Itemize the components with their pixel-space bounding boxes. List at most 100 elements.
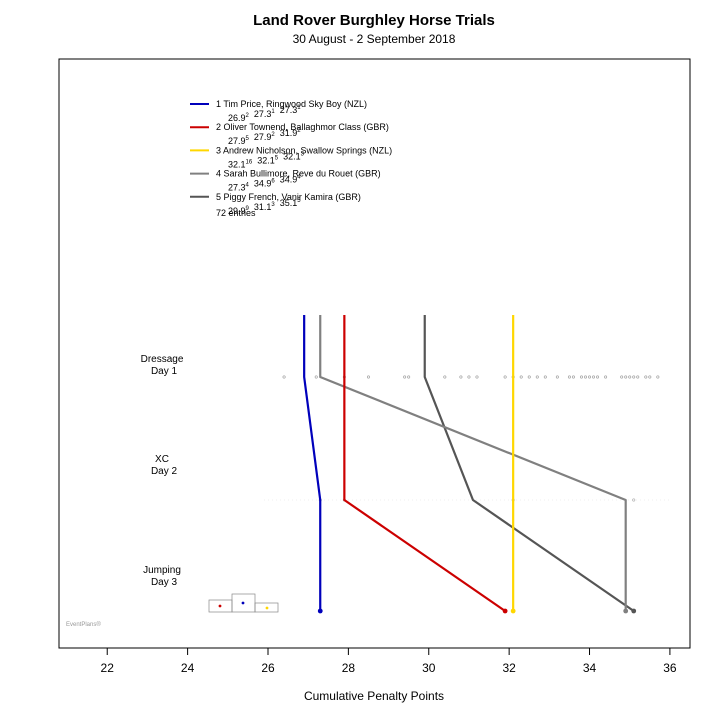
dressage-score-dot [567, 375, 571, 379]
legend-score-rank: 4 [246, 183, 250, 189]
final-score-point [502, 608, 508, 614]
legend-score-value: 34.9 [254, 179, 272, 189]
plot-frame [58, 58, 691, 649]
entries-count: 72 entries [216, 208, 256, 218]
phase-label: XC [155, 454, 169, 465]
legend-score-value: 27.3 [280, 105, 298, 115]
legend-score-rank: 3 [301, 151, 305, 157]
legend-entry-name: 1 Tim Price, Ringwood Sky Boy (NZL) [216, 99, 367, 109]
legend-entry-scores: 26.92 27.31 27.31 [228, 105, 301, 123]
dressage-score-dot [475, 375, 479, 379]
podium-second-dot [218, 604, 222, 608]
dressage-score-dot [596, 375, 600, 379]
series-line [343, 315, 506, 612]
legend-score-rank: 3 [271, 202, 275, 208]
dressage-score-dot [579, 375, 583, 379]
phase-day-label: Day 2 [151, 466, 178, 477]
dressage-score-dot [644, 375, 648, 379]
chart-title: Land Rover Burghley Horse Trials [253, 12, 495, 29]
x-tick-label: 22 [101, 661, 115, 675]
dressage-score-dot [467, 375, 471, 379]
dressage-score-dot [503, 375, 507, 379]
dressage-score-dot [588, 375, 592, 379]
legend-score-value: 32.1 [228, 159, 246, 169]
phase-label: Dressage [141, 354, 184, 365]
final-score-point [317, 608, 323, 614]
legend-score-value: 34.9 [280, 175, 298, 185]
dressage-score-dot [620, 375, 624, 379]
dressage-score-dot [459, 375, 463, 379]
phase-label: Jumping [143, 565, 181, 576]
dressage-score-dot [571, 375, 575, 379]
dressage-score-dot [628, 375, 632, 379]
dressage-score-dot [584, 375, 588, 379]
legend-score-rank: 5 [246, 136, 250, 142]
legend-score-rank: 1 [297, 105, 301, 111]
dressage-score-dot [592, 375, 596, 379]
dressage-score-dot [543, 375, 547, 379]
legend-score-value: 35.1 [280, 198, 298, 208]
legend-score-value: 27.9 [254, 132, 272, 142]
podium-first-dot [241, 601, 245, 605]
podium-third-block [254, 602, 279, 613]
final-score-point [631, 608, 637, 614]
x-tick-label: 28 [342, 661, 356, 675]
series-line [319, 315, 627, 611]
dressage-score-dot [282, 375, 286, 379]
chart-subtitle: 30 August - 2 September 2018 [293, 32, 456, 46]
dressage-score-dot [656, 375, 660, 379]
legend-entry-scores: 27.34 34.96 34.94 [228, 175, 301, 193]
legend-score-rank: 4 [297, 175, 301, 181]
x-tick-label: 32 [502, 661, 516, 675]
x-tick-label: 24 [181, 661, 195, 675]
dressage-score-dot [519, 375, 523, 379]
legend-score-rank: 2 [246, 113, 250, 119]
phase-day-label: Day 3 [151, 577, 178, 588]
field-score-dots [263, 375, 670, 502]
legend-score-rank: 2 [271, 132, 275, 138]
dressage-score-dot [366, 375, 370, 379]
dressage-score-dot [604, 375, 608, 379]
dressage-score-dot [403, 375, 407, 379]
legend-score-value: 31.9 [280, 128, 298, 138]
podium-icon [208, 593, 279, 613]
legend-score-value: 31.1 [254, 202, 272, 212]
x-axis-label: Cumulative Penalty Points [304, 689, 444, 703]
dressage-score-dot [555, 375, 559, 379]
x-axis: 22 24 26 28 30 32 34 36 [101, 648, 677, 675]
legend-score-value: 29.9 [228, 206, 246, 216]
legend-entry-name: 2 Oliver Townend, Ballaghmor Class (GBR) [216, 122, 389, 132]
legend-entry-scores: 27.95 27.92 31.92 [228, 128, 301, 146]
series-line [303, 315, 322, 611]
legend-score-value: 32.1 [283, 151, 301, 161]
dressage-score-dot [648, 375, 652, 379]
dressage-score-dot [527, 375, 531, 379]
legend-score-rank: 5 [275, 155, 279, 161]
legend-entry-name: 4 Sarah Bullimore, Reve du Rouet (GBR) [216, 169, 381, 179]
phase-day-label: Day 1 [151, 366, 178, 377]
legend-score-rank: 2 [297, 128, 301, 134]
legend-score-rank: 1 [271, 109, 275, 115]
legend-score-rank: 16 [246, 159, 253, 165]
legend-score-rank: 9 [246, 206, 250, 212]
dressage-score-dot [636, 375, 640, 379]
x-tick-label: 36 [663, 661, 677, 675]
legend-entry-scores: 29.99 31.13 35.15 [228, 198, 301, 216]
x-tick-label: 34 [583, 661, 597, 675]
podium-third-dot [265, 606, 269, 610]
legend-score-value: 32.1 [257, 155, 275, 165]
legend-score-rank: 5 [297, 198, 301, 204]
series-line [423, 315, 635, 612]
dressage-score-dot [632, 375, 636, 379]
series-lines [303, 315, 637, 614]
dressage-score-dot [314, 375, 318, 379]
xc-score-dot [632, 498, 636, 502]
watermark: EventPlans® [66, 621, 101, 628]
dressage-score-dot [443, 375, 447, 379]
legend-score-value: 27.3 [254, 109, 272, 119]
legend: 1 Tim Price, Ringwood Sky Boy (NZL)26.92… [190, 99, 392, 218]
legend-score-value: 27.3 [228, 183, 246, 193]
dressage-score-dot [407, 375, 411, 379]
